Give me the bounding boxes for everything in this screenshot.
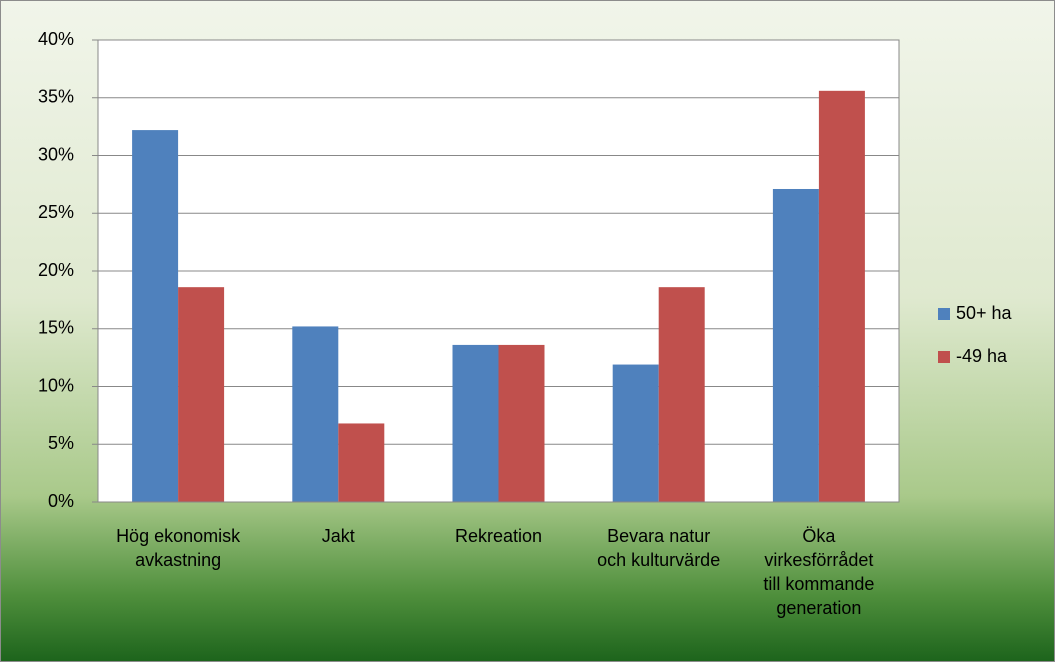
- bar: [818, 90, 865, 502]
- y-tick-label: 35%: [38, 87, 74, 107]
- y-tick-label: 20%: [38, 260, 74, 280]
- bar: [772, 188, 819, 502]
- y-tick-label: 25%: [38, 202, 74, 222]
- bar: [132, 130, 179, 502]
- bar: [498, 344, 545, 502]
- legend-swatch: [938, 308, 950, 320]
- y-tick-label: 5%: [48, 433, 74, 453]
- y-tick-label: 15%: [38, 318, 74, 338]
- x-tick-label: Rekreation: [454, 526, 543, 546]
- bar: [612, 364, 659, 502]
- y-tick-label: 0%: [48, 491, 74, 511]
- y-tick-label: 10%: [38, 375, 74, 395]
- x-tick-label: Öka virkesförrådet till kommande generat…: [763, 526, 875, 618]
- y-tick-label: 40%: [38, 29, 74, 49]
- legend-label: 50+ ha: [956, 303, 1013, 323]
- x-tick-label: Jakt: [321, 526, 355, 546]
- y-tick-label: 30%: [38, 144, 74, 164]
- x-tick-label: Bevara natur och kulturvärde: [597, 526, 721, 570]
- bar: [178, 287, 225, 502]
- legend-label: -49 ha: [956, 346, 1008, 366]
- bar: [452, 344, 499, 502]
- bar: [338, 423, 385, 502]
- legend-swatch: [938, 351, 950, 363]
- x-tick-label: Hög ekonomisk avkastning: [116, 526, 241, 570]
- bar: [292, 326, 339, 502]
- bar: [658, 287, 705, 502]
